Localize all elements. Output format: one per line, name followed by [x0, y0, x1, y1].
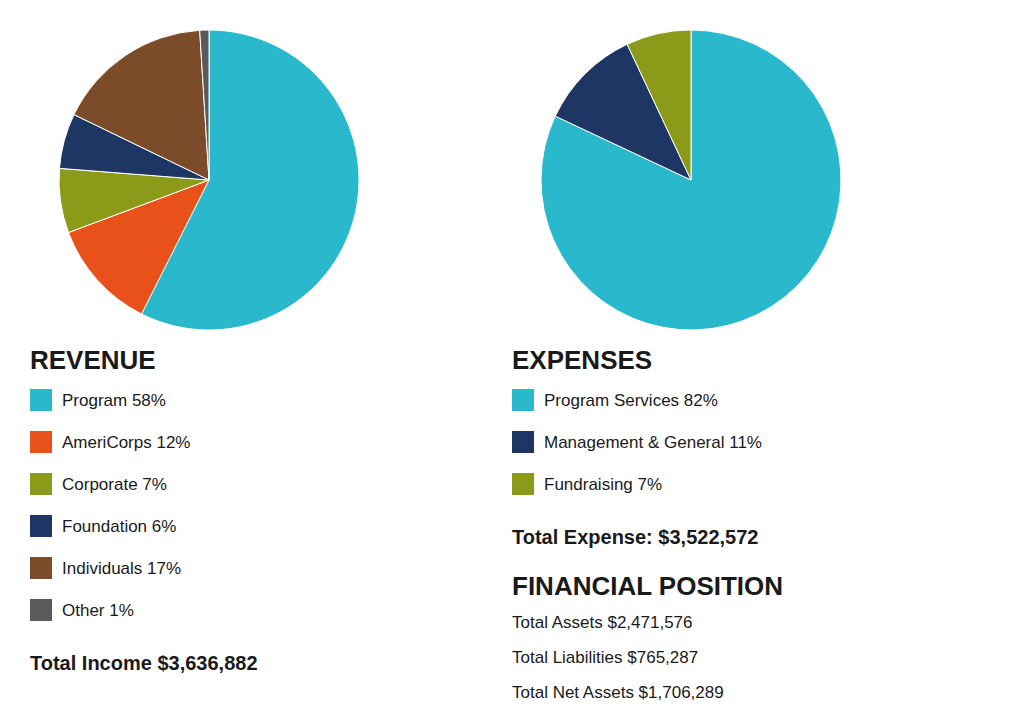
- legend-swatch: [30, 431, 52, 453]
- legend-swatch: [30, 515, 52, 537]
- total-line: Total Income $3,636,882: [30, 652, 258, 674]
- legend: Program 58% AmeriCorps 12% Corporate 7% Fou…: [30, 389, 191, 621]
- chart-canvas: REVENUE Program 58% AmeriCorps 12% Corporat…: [0, 0, 1024, 720]
- legend-entry: Fundraising 7%: [544, 475, 662, 494]
- pie-chart: [59, 30, 359, 330]
- legend-entry: Corporate 7%: [62, 475, 167, 494]
- legend-swatch: [512, 431, 534, 453]
- pie-chart: [541, 30, 841, 330]
- legend-swatch: [30, 599, 52, 621]
- chart-title: REVENUE: [30, 345, 156, 375]
- legend-swatch: [30, 389, 52, 411]
- legend: Program Services 82% Management & General…: [512, 389, 762, 495]
- legend-entry: Individuals 17%: [62, 559, 181, 578]
- legend-entry: Management & General 11%: [544, 433, 762, 452]
- legend-entry: AmeriCorps 12%: [62, 433, 191, 452]
- pie-slice: [200, 30, 209, 180]
- legend-entry: Other 1%: [62, 601, 134, 620]
- position-line: Total Liabilities $765,287: [512, 648, 698, 667]
- legend-swatch: [30, 557, 52, 579]
- position-line: Total Assets $2,471,576: [512, 613, 693, 632]
- section-title: FINANCIAL POSITION: [512, 571, 783, 601]
- legend-swatch: [512, 389, 534, 411]
- pie-slice: [627, 30, 691, 180]
- legend-swatch: [30, 473, 52, 495]
- legend-entry: Program Services 82%: [544, 391, 718, 410]
- position-line: Total Net Assets $1,706,289: [512, 683, 724, 702]
- background: [0, 0, 1024, 720]
- total-line: Total Expense: $3,522,572: [512, 526, 758, 548]
- legend-entry: Foundation 6%: [62, 517, 176, 536]
- legend-swatch: [512, 473, 534, 495]
- legend-entry: Program 58%: [62, 391, 166, 410]
- pie-slice: [541, 30, 841, 330]
- chart-title: EXPENSES: [512, 345, 652, 375]
- pie-slice: [74, 30, 209, 180]
